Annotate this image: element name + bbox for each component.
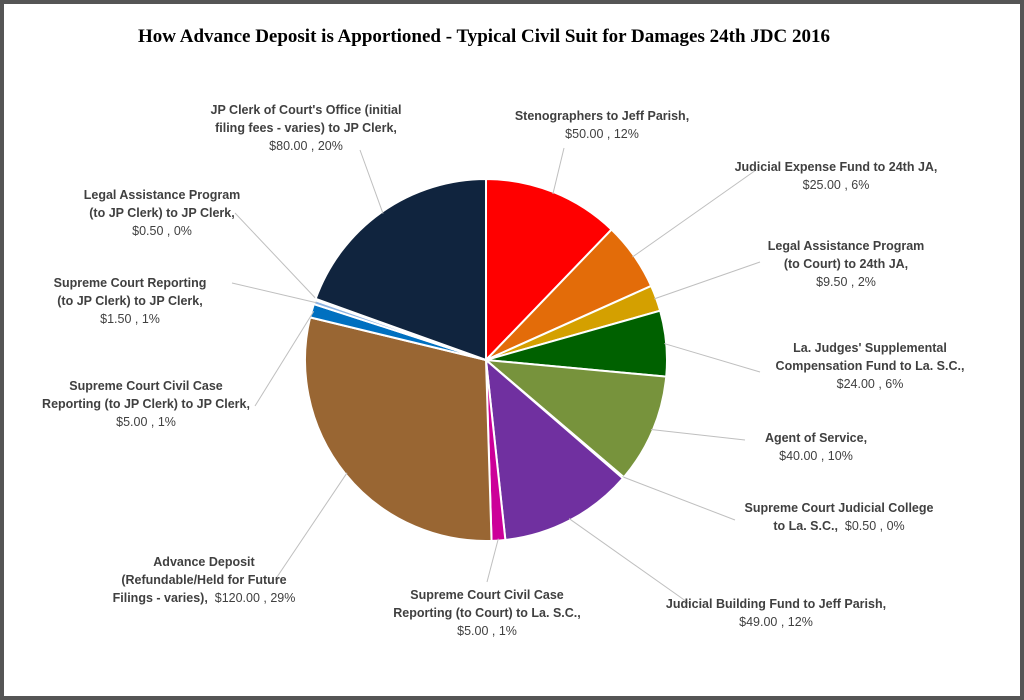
slice-name: Legal Assistance Program [767,239,925,253]
pie-chart [231,147,761,605]
slice-value: $80.00 , 20% [269,139,343,153]
chart-title: How Advance Deposit is Apportioned - Typ… [138,26,830,47]
slice-value: $9.50 , 2% [816,275,876,289]
slice-value: $40.00 , 10% [779,449,853,463]
slice-label: Advance Deposit (Refundable/Held for Futu… [113,553,296,607]
slice-name: Compensation Fund to La. S.C., [775,359,965,373]
slice-value: $50.00 , 12% [565,127,639,141]
slice-name: (to Court) to 24th JA, [783,257,909,271]
slice-value: $24.00 , 6% [836,377,904,391]
slice-name: Supreme Court Civil Case [69,379,223,393]
leader-line [552,147,565,195]
leader-line [650,428,746,441]
slice-name: Judicial Building Fund to Jeff Parish, [665,597,887,611]
slice-label: Stenographers to Jeff Parish, $50.00 , 12… [515,107,689,143]
slice-name: Advance Deposit [153,555,255,569]
slice-value: $5.00 , 1% [116,415,176,429]
slice-label: La. Judges' Supplemental Compensation Fun… [776,339,965,393]
slice-value: $120.00 , 29% [207,591,296,605]
slice-value: $0.50 , 0% [837,519,905,533]
slice-value: $5.00 , 1% [457,624,517,638]
leader-line [664,343,761,373]
leader-line [632,169,757,258]
pie-slice [484,357,625,542]
slice-label: Agent of Service, $40.00 , 10% [765,429,867,465]
slice-name: (Refundable/Held for Future [121,573,287,587]
slice-value: $25.00 , 6% [802,178,870,192]
slice-value: $1.50 , 1% [100,312,160,326]
slice-name: Supreme Court Judicial College [744,501,934,515]
slice-value: $49.00 , 12% [739,615,813,629]
pie-slice [304,316,493,542]
slice-name: filing fees - varies) to JP Clerk, [215,121,397,135]
slice-name: Agent of Service, [764,431,868,445]
leader-line [486,538,499,583]
slice-name: Reporting (to Court) to La. S.C., [393,606,581,620]
slice-name: Legal Assistance Program [83,188,241,202]
slice-label: Legal Assistance Program (to JP Clerk) to… [84,186,241,240]
slice-name: La. Judges' Supplemental [793,341,947,355]
leader-line [568,518,691,605]
slice-name: Supreme Court Civil Case [410,588,564,602]
slice-name: (to JP Clerk) to JP Clerk, [57,294,203,308]
slice-name: Filings - varies), [112,591,208,605]
slice-name: Stenographers to Jeff Parish, [514,109,690,123]
slice-label: Supreme Court Reporting (to JP Clerk) to … [54,274,207,328]
leader-line [621,476,736,521]
slice-label: Judicial Building Fund to Jeff Parish, $4… [666,595,886,631]
pie-slice [314,177,487,362]
slice-label: Legal Assistance Program (to Court) to 24… [768,237,925,291]
leader-line [234,212,318,301]
leader-line [359,149,384,214]
leader-line [274,472,348,581]
slice-name: Reporting (to JP Clerk) to JP Clerk, [42,397,250,411]
leader-line [254,310,315,407]
slice-label: Supreme Court Civil Case Reporting (to JP… [42,377,250,431]
slice-label: Judicial Expense Fund to 24th JA, $25.00 … [735,158,938,194]
slice-value: $0.50 , 0% [132,224,192,238]
slice-label: Supreme Court Judicial College to La. S.C… [745,499,934,535]
leader-line [231,282,317,304]
slice-label: Supreme Court Civil Case Reporting (to Co… [393,586,580,640]
slice-name: (to JP Clerk) to JP Clerk, [89,206,235,220]
slice-name: Supreme Court Reporting [53,276,207,290]
slice-name: JP Clerk of Court's Office (initial [210,103,402,117]
slice-label: JP Clerk of Court's Office (initial filin… [211,101,402,155]
pie-slice [482,358,668,479]
slice-name: Judicial Expense Fund to 24th JA, [734,160,938,174]
slice-name: to La. S.C., [773,519,838,533]
leader-line [654,261,761,300]
